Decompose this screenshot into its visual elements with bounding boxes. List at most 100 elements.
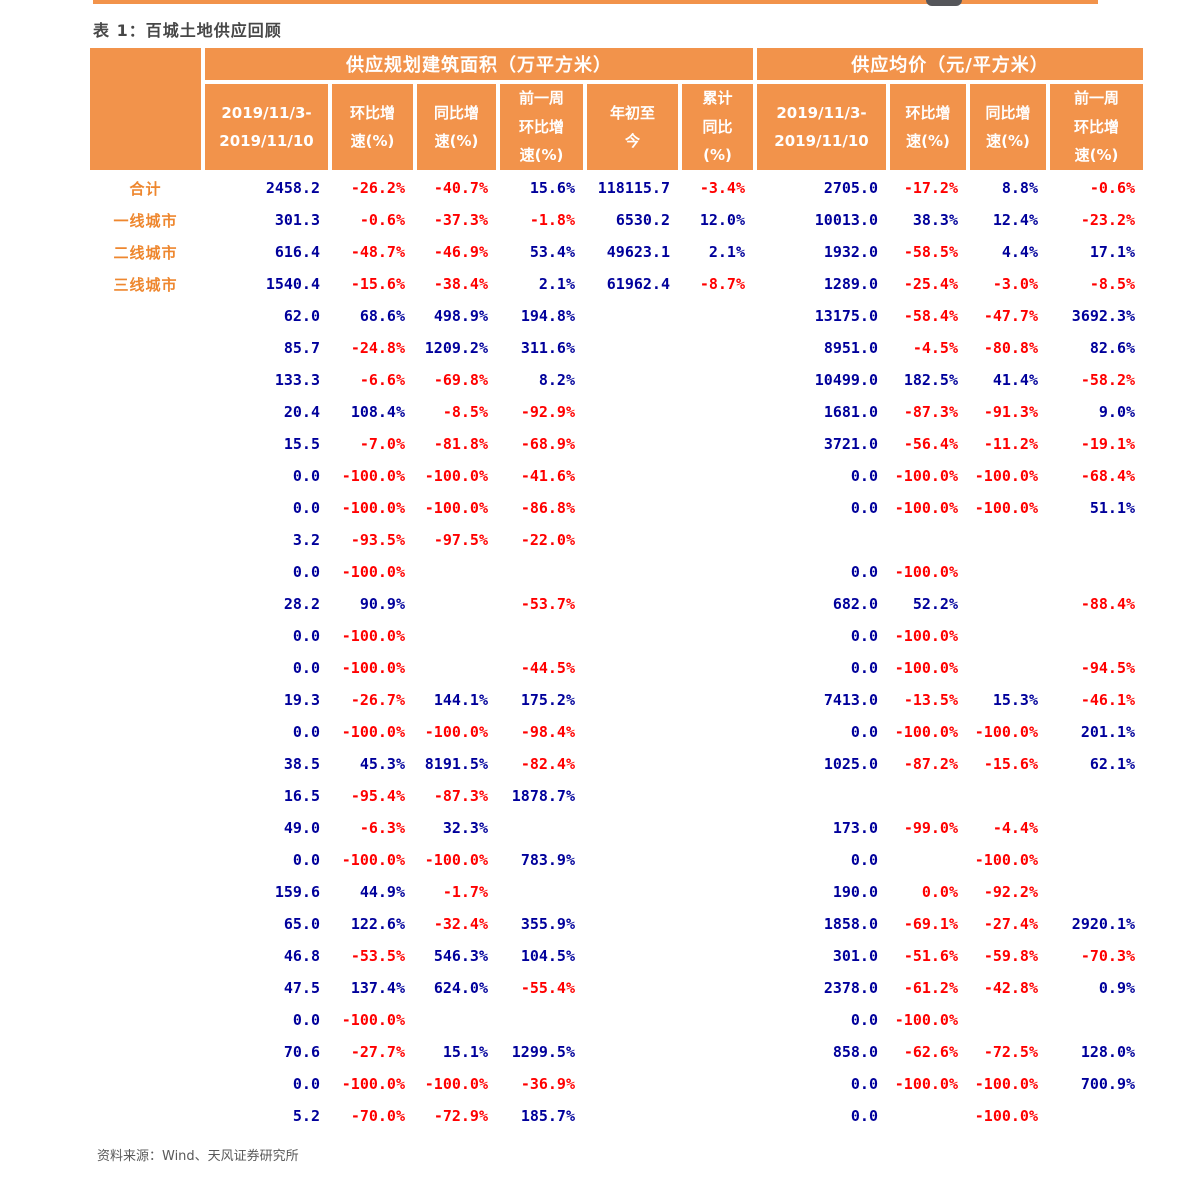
table-row: 38.5 45.3% 8191.5% -82.4% 1025.0 -87.2% -15.6%… xyxy=(88,748,1145,780)
table-cell: 0.0 xyxy=(850,499,878,517)
table-cell: -100.0% xyxy=(894,659,958,677)
table-cell xyxy=(888,780,968,812)
row-label xyxy=(88,780,203,812)
table-cell xyxy=(585,460,680,492)
table-cell: -100.0% xyxy=(341,659,405,677)
table-cell: 190.0 xyxy=(832,883,878,901)
table-cell: -69.8% xyxy=(433,371,488,389)
row-label: 二线城市 xyxy=(113,243,178,262)
table-cell: 0.0 xyxy=(850,659,878,677)
table-cell: 3721.0 xyxy=(823,435,878,453)
table-cell: -19.1% xyxy=(1080,435,1136,453)
table-row: 0.0 -100.0% 0.0 -100.0% xyxy=(88,620,1145,652)
table-cell: -100.0% xyxy=(341,723,405,741)
table-cell xyxy=(888,524,968,556)
table-cell: 13175.0 xyxy=(814,307,878,325)
table-cell: 9.0% xyxy=(1098,403,1136,421)
table-cell: 546.3% xyxy=(433,947,488,965)
table-cell: -87.3% xyxy=(433,787,488,805)
row-label xyxy=(88,332,203,364)
table-cell: -93.5% xyxy=(350,531,405,549)
column-header: 累计 同比 (%) xyxy=(680,82,755,172)
table-cell: -0.6% xyxy=(1089,179,1136,197)
table-cell: -46.9% xyxy=(433,243,488,261)
table-cell: 0.0 xyxy=(850,627,878,645)
table-cell xyxy=(415,556,498,588)
table-cell: -58.5% xyxy=(903,243,958,261)
table-cell: 15.1% xyxy=(442,1043,488,1061)
table-cell: 17.1% xyxy=(1089,243,1136,261)
top-accent-line xyxy=(93,0,1098,4)
table-cell: 0.0 xyxy=(850,1011,878,1029)
row-label xyxy=(88,876,203,908)
table-cell: -1.7% xyxy=(442,883,488,901)
table-cell xyxy=(585,588,680,620)
table-cell xyxy=(680,460,755,492)
table-cell xyxy=(968,1004,1048,1036)
table-cell: 0.0 xyxy=(850,467,878,485)
table-cell xyxy=(415,620,498,652)
table-row: 0.0 -100.0% 0.0 -100.0% xyxy=(88,1004,1145,1036)
page-title: 表 1：百城土地供应回顾 xyxy=(93,21,282,40)
table-cell: -100.0% xyxy=(894,467,958,485)
table-cell xyxy=(680,908,755,940)
row-label xyxy=(88,556,203,588)
table-cell: -100.0% xyxy=(974,499,1038,517)
row-label xyxy=(88,524,203,556)
table-cell: -88.4% xyxy=(1080,595,1136,613)
table-cell xyxy=(680,748,755,780)
table-cell: -100.0% xyxy=(894,563,958,581)
table-cell: -8.5% xyxy=(1089,275,1136,293)
table-row: 0.0 -100.0% -100.0% -98.4% 0.0 -100.0% -100.0%… xyxy=(88,716,1145,748)
table-cell: -87.3% xyxy=(903,403,958,421)
row-label xyxy=(88,684,203,716)
table-cell: 8951.0 xyxy=(823,339,878,357)
table-cell: 1681.0 xyxy=(823,403,878,421)
table-cell: -0.6% xyxy=(359,211,405,229)
table-cell: 624.0% xyxy=(433,979,488,997)
table-cell: -86.8% xyxy=(520,499,575,517)
group-header-avg-price: 供应均价（元/平方米） xyxy=(755,46,1146,82)
table-cell xyxy=(1048,844,1145,876)
row-label xyxy=(88,652,203,684)
table-cell: -41.6% xyxy=(520,467,575,485)
table-cell: -11.2% xyxy=(983,435,1038,453)
table-cell xyxy=(498,876,585,908)
table-cell xyxy=(1048,780,1145,812)
table-cell: -100.0% xyxy=(424,723,488,741)
table-cell: -61.2% xyxy=(903,979,958,997)
table-row: 三线城市 1540.4 -15.6% -38.4% 2.1% 61962.4 -8.7% 12… xyxy=(88,268,1145,300)
table-cell xyxy=(755,524,888,556)
table-cell: -8.7% xyxy=(699,275,745,293)
table-cell: -3.4% xyxy=(699,179,745,197)
row-label xyxy=(88,908,203,940)
table-cell xyxy=(585,332,680,364)
table-cell: -15.6% xyxy=(350,275,405,293)
table-cell: 0.0 xyxy=(292,723,320,741)
table-cell xyxy=(1048,1004,1145,1036)
table-cell: 85.7 xyxy=(283,339,320,357)
table-row: 5.2 -70.0% -72.9% 185.7% 0.0 -100.0% xyxy=(88,1100,1145,1132)
table-cell: 133.3 xyxy=(274,371,320,389)
table-cell: -72.5% xyxy=(983,1043,1038,1061)
table-cell: -100.0% xyxy=(974,467,1038,485)
table-cell xyxy=(680,300,755,332)
table-cell: -15.6% xyxy=(983,755,1038,773)
table-cell: -100.0% xyxy=(974,1107,1038,1125)
table-cell: 61962.4 xyxy=(606,275,670,293)
table-cell xyxy=(585,396,680,428)
table-cell: -87.2% xyxy=(903,755,958,773)
table-cell: 44.9% xyxy=(359,883,405,901)
table-cell: 49.0 xyxy=(283,819,320,837)
table-cell: -47.7% xyxy=(983,307,1038,325)
table-cell: 2920.1% xyxy=(1071,915,1136,933)
row-label xyxy=(88,300,203,332)
table-cell: 12.4% xyxy=(992,211,1038,229)
table-cell: 3692.3% xyxy=(1071,307,1136,325)
column-header: 环比增 速(%) xyxy=(330,82,415,172)
table-container: 供应规划建筑面积（万平方米） 供应均价（元/平方米） 2019/11/3- 20… xyxy=(88,46,1146,1132)
table-cell xyxy=(680,588,755,620)
table-cell xyxy=(585,748,680,780)
table-cell xyxy=(680,332,755,364)
table-cell: -44.5% xyxy=(520,659,575,677)
